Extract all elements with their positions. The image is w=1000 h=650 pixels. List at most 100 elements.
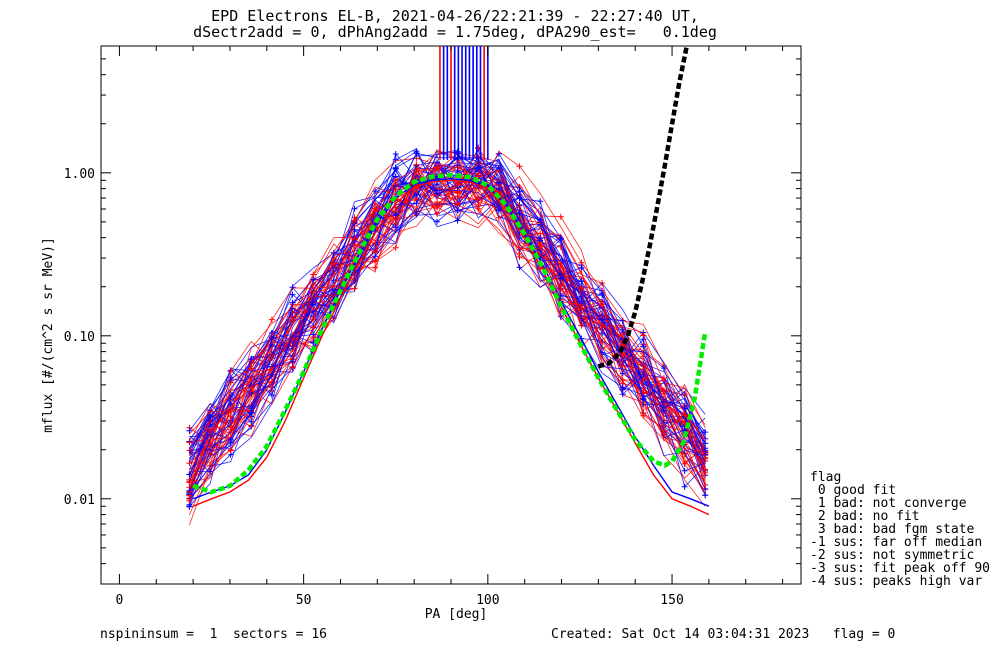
spread-curve [189,164,706,484]
data-point-marker [289,358,296,365]
data-point-marker [186,492,193,499]
data-point-marker [640,412,647,419]
data-point-marker [640,395,647,402]
spread-curve [189,181,706,507]
fit-curve-black [597,45,690,369]
legend-item: -1 sus: far off median [810,535,983,550]
data-point-marker [268,316,275,323]
data-point-marker [392,244,399,251]
data-point-marker [392,186,399,193]
data-point-marker [310,331,317,338]
spread-curve [189,147,706,456]
data-point-marker [702,454,709,461]
spread-curve [189,174,706,491]
data-point-marker [578,298,585,305]
data-point-marker [475,158,482,165]
spread-curve [189,185,706,496]
data-point-marker [454,202,461,209]
fit-curve-green [192,172,708,495]
data-point-marker [537,198,544,205]
data-point-marker [186,427,193,434]
data-point-marker [227,426,234,433]
legend-item: 1 bad: not converge [810,496,967,511]
data-point-marker [289,316,296,323]
data-point-marker [454,167,461,174]
data-point-marker [434,202,440,209]
data-point-marker [392,212,399,219]
legend-item: -2 sus: not symmetric [810,548,975,563]
data-point-marker [495,206,502,213]
axis-ticks [101,45,801,585]
data-point-marker [289,364,296,371]
data-point-marker [475,173,482,180]
chart-title-line2: dSectr2add = 0, dPhAng2add = 1.75deg, dP… [193,23,717,41]
x-tick-label: 100 [476,593,499,608]
spread-curve [189,166,706,492]
legend-item: 0 good fit [810,483,897,498]
data-point-marker [557,275,564,282]
data-point-marker [392,164,399,171]
data-point-marker [578,284,585,291]
data-point-marker [660,375,667,382]
data-point-marker [681,483,688,490]
y-tick-label: 1.00 [64,167,95,182]
data-point-marker [227,379,234,386]
data-point-marker [702,466,709,473]
spread-curve [189,152,706,454]
data-point-marker [434,190,440,197]
spread-curve [189,159,706,455]
data-point-marker [537,243,544,250]
data-point-marker [310,282,317,288]
data-point-marker [392,177,399,184]
data-point-marker [578,277,585,284]
x-tick-label: 50 [296,593,312,608]
data-point-marker [640,376,647,383]
x-axis-label: PA [deg] [425,607,488,622]
data-point-marker [578,264,585,271]
spread-curve [189,161,706,465]
data-point-marker [516,210,523,217]
chart-title-line1: EPD Electrons EL-B, 2021-04-26/22:21:39 … [211,7,699,25]
data-point-marker [454,217,461,224]
data-point-marker [413,161,420,168]
spread-curve [189,166,706,496]
flag-legend: flag 0 good fit 1 bad: not converge 2 ba… [810,471,990,588]
spread-curve [189,162,706,449]
spread-curve [189,153,706,460]
data-point-marker [310,301,317,308]
data-point-marker [516,194,523,201]
data-point-marker [392,224,399,231]
y-tick-label: 0.10 [64,330,95,345]
data-point-marker [557,213,564,220]
series-group [192,45,710,516]
data-point-marker [640,336,647,343]
data-point-marker [310,315,317,322]
data-point-marker [227,400,234,407]
data-point-marker [289,284,296,291]
data-point-marker [330,283,337,290]
data-point-marker [475,164,482,171]
data-point-marker [413,150,420,157]
data-point-marker [207,412,214,419]
spread-curve [189,162,706,454]
data-point-marker [330,249,337,256]
data-point-marker [660,422,667,429]
legend-title: flag [810,470,842,485]
data-point-marker [268,392,275,399]
data-point-marker [495,185,502,192]
data-scatter-group [186,144,709,526]
data-point-marker [516,264,523,271]
data-point-marker [475,201,482,208]
data-point-marker [495,179,502,186]
data-point-marker [599,316,606,323]
data-point-marker [351,205,358,212]
data-point-marker [268,352,275,359]
data-point-marker [599,301,606,308]
data-point-marker [248,410,255,416]
axis-labels: 0 50 100 150 0.01 0.10 1.00 PA [deg] mflux [#/(c… [41,167,684,622]
data-point-marker [289,291,296,298]
spike-group [439,46,489,160]
data-point-marker [660,390,667,397]
data-point-marker [351,217,358,224]
data-point-marker [248,376,255,382]
